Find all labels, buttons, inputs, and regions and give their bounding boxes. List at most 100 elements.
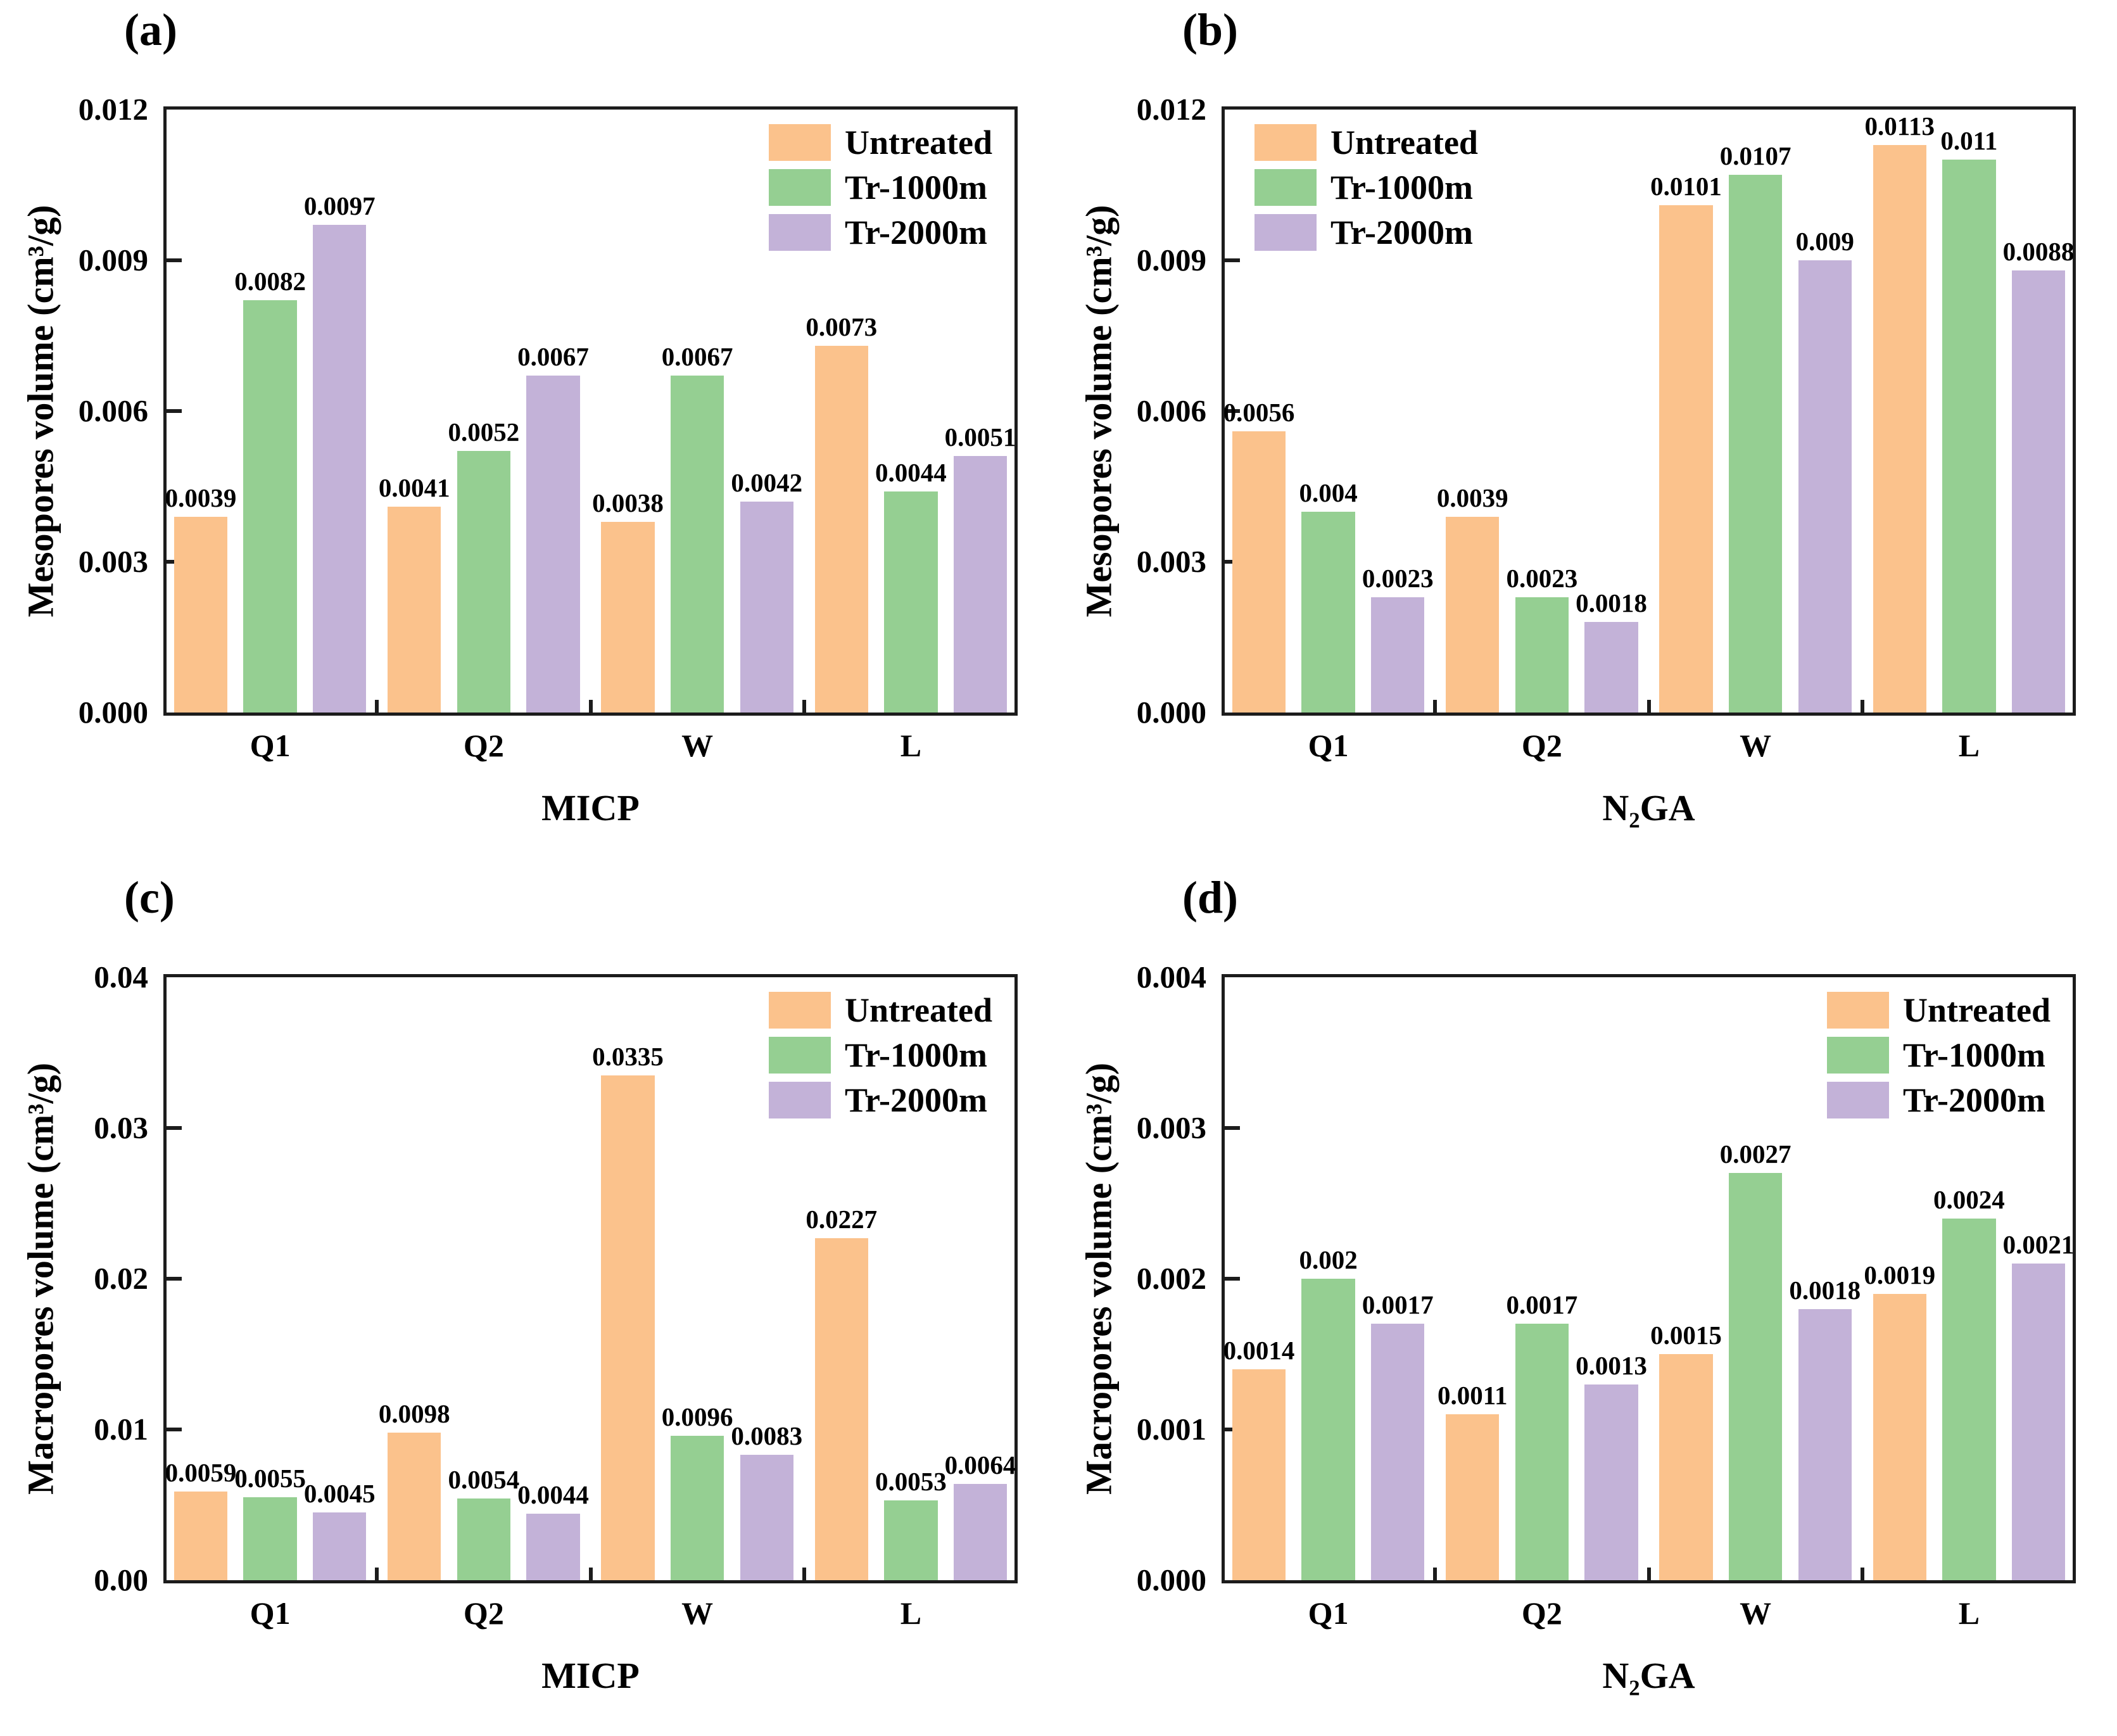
y-axis-tick-mark <box>167 1277 182 1281</box>
bar-value-label: 0.0082 <box>234 267 306 296</box>
x-axis-category-label: W <box>681 728 714 763</box>
x-axis-tick-mark <box>802 1568 806 1580</box>
legend-swatch <box>769 992 831 1029</box>
panel-letter: (c) <box>124 872 175 923</box>
legend-item: Tr-1000m <box>769 1037 992 1074</box>
legend: Untreated Tr-1000m Tr-2000m <box>1254 124 1478 259</box>
y-axis-tick-mark <box>1225 1126 1240 1130</box>
legend-item: Tr-1000m <box>769 169 992 206</box>
y-axis-tick-label: 0.000 <box>1136 1562 1206 1597</box>
bar <box>313 1512 367 1580</box>
legend-item: Tr-1000m <box>1827 1037 2051 1074</box>
x-axis-category-label: L <box>900 728 922 763</box>
x-axis-tick-mark <box>1860 1568 1864 1580</box>
legend-swatch <box>769 1082 831 1118</box>
bar <box>953 1483 1008 1580</box>
bar-value-label: 0.0335 <box>592 1041 664 1071</box>
bar-value-label: 0.0044 <box>875 457 947 487</box>
x-axis-tick-mark <box>1646 700 1651 713</box>
bar-value-label: 0.0107 <box>1719 141 1792 171</box>
bar-value-label: 0.0023 <box>1362 563 1434 593</box>
bar <box>1942 160 1996 713</box>
legend-item: Tr-2000m <box>769 214 992 251</box>
legend-label: Untreated <box>845 124 992 162</box>
y-axis-tick-label: 0.003 <box>78 544 148 579</box>
bar-value-label: 0.0017 <box>1362 1290 1434 1320</box>
x-axis-tick-mark <box>375 700 379 713</box>
x-axis-tick-mark <box>1433 1568 1438 1580</box>
bar <box>457 1498 511 1580</box>
legend-label: Tr-1000m <box>1903 1036 2045 1074</box>
bar-value-label: 0.002 <box>1299 1245 1358 1274</box>
bar-value-label: 0.0042 <box>731 467 803 497</box>
bar-value-label: 0.0053 <box>875 1466 947 1496</box>
bar <box>1584 622 1638 713</box>
legend-item: Tr-1000m <box>1254 169 1478 206</box>
panel-a: (a) 0.000 0.003 0.006 0.009 0.012 0.0039 0.0082… <box>0 0 1058 868</box>
y-axis-tick-label: 0.009 <box>1136 243 1206 277</box>
y-axis-tick-mark <box>1225 258 1240 262</box>
y-axis-title: Mesopores volume (cm³/g) <box>1078 205 1120 618</box>
x-axis-tick-mark <box>1646 1568 1651 1580</box>
bar <box>740 1455 793 1580</box>
bar <box>1659 205 1713 713</box>
y-axis-tick-mark <box>1225 409 1240 413</box>
legend-item: Tr-2000m <box>769 1082 992 1118</box>
y-axis-tick-mark <box>167 1428 182 1431</box>
legend-item: Untreated <box>1254 124 1478 161</box>
legend-label: Tr-1000m <box>845 168 987 206</box>
x-axis-category-label: L <box>1958 728 1980 763</box>
legend-item: Tr-2000m <box>1254 214 1478 251</box>
bar-value-label: 0.0039 <box>1436 483 1508 512</box>
bar-value-label: 0.0019 <box>1864 1260 1936 1289</box>
legend-label: Untreated <box>1330 124 1478 162</box>
legend: Untreated Tr-1000m Tr-2000m <box>769 124 992 259</box>
x-axis-category-label: L <box>1958 1595 1980 1631</box>
bar-value-label: 0.0038 <box>592 488 664 517</box>
bar <box>174 516 228 713</box>
y-axis-tick-label: 0.006 <box>78 393 148 428</box>
x-axis-category-label: W <box>681 1595 714 1631</box>
legend-label: Tr-1000m <box>845 1036 987 1074</box>
plot-area <box>163 106 1018 716</box>
y-axis-tick-label: 0.012 <box>78 92 148 127</box>
bar <box>884 491 938 713</box>
x-axis-title: N₂GA <box>1602 1655 1695 1696</box>
panel-letter: (b) <box>1182 4 1238 55</box>
bar <box>1232 431 1286 713</box>
bar-value-label: 0.0044 <box>517 1480 589 1510</box>
x-axis-category-label: Q1 <box>1308 728 1349 763</box>
bar-value-label: 0.0096 <box>661 1402 733 1431</box>
bar <box>601 1075 655 1580</box>
y-axis-tick-label: 0.04 <box>94 960 148 994</box>
y-axis-tick-label: 0.00 <box>94 1562 148 1597</box>
plot-area <box>163 974 1018 1583</box>
legend-swatch <box>1827 992 1890 1029</box>
legend-swatch <box>769 1037 831 1074</box>
bar-value-label: 0.0101 <box>1650 171 1722 201</box>
x-axis-category-label: Q2 <box>1521 728 1562 763</box>
bar <box>1942 1218 1996 1580</box>
x-axis-tick-mark <box>375 1568 379 1580</box>
bar-value-label: 0.0041 <box>378 472 450 502</box>
legend-swatch <box>1254 214 1317 251</box>
x-axis-title: MICP <box>541 1655 640 1696</box>
bar-value-label: 0.0051 <box>944 422 1016 452</box>
bar <box>1798 1308 1852 1580</box>
bar-value-label: 0.0027 <box>1719 1139 1792 1169</box>
bar <box>174 1491 228 1580</box>
bar-value-label: 0.0014 <box>1223 1335 1295 1365</box>
y-axis-tick-label: 0.02 <box>94 1261 148 1296</box>
legend-label: Tr-2000m <box>1330 213 1473 251</box>
x-axis-category-label: Q2 <box>463 728 504 763</box>
bar-value-label: 0.009 <box>1795 227 1854 256</box>
bar-value-label: 0.0088 <box>2002 236 2075 266</box>
bar-value-label: 0.0073 <box>806 312 878 341</box>
legend-label: Tr-2000m <box>845 1081 987 1119</box>
x-axis-tick-mark <box>1860 700 1864 713</box>
legend-swatch <box>769 124 831 161</box>
legend-swatch <box>1254 124 1317 161</box>
bar-value-label: 0.0015 <box>1650 1321 1722 1350</box>
bar <box>243 300 297 713</box>
bar <box>2011 270 2066 713</box>
